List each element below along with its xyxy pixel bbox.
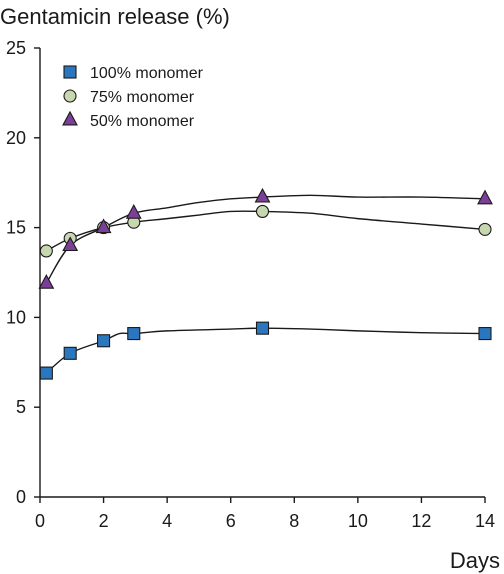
x-tick-label: 10 bbox=[348, 511, 368, 531]
legend-label-75-monomer: 75% monomer bbox=[90, 89, 195, 106]
chart-title: Gentamicin release (%) bbox=[0, 4, 230, 29]
data-point-100-monomer bbox=[478, 327, 492, 341]
y-tick-label: 10 bbox=[6, 307, 26, 327]
x-tick-label: 8 bbox=[289, 511, 299, 531]
y-tick-label: 15 bbox=[6, 218, 26, 238]
data-point-50-monomer bbox=[95, 218, 112, 234]
x-tick-label: 2 bbox=[99, 511, 109, 531]
data-point-50-monomer bbox=[125, 204, 142, 219]
data-point-50-monomer bbox=[62, 236, 79, 252]
y-tick-label: 25 bbox=[6, 38, 26, 58]
x-axis-label: Days bbox=[450, 548, 500, 573]
data-point-75-monomer bbox=[255, 204, 270, 218]
curves bbox=[45, 194, 486, 374]
legend-marker-75-monomer bbox=[63, 89, 77, 103]
data-point-100-monomer bbox=[255, 321, 270, 335]
data-point-100-monomer bbox=[97, 334, 111, 348]
legend-label-50-monomer: 50% monomer bbox=[90, 113, 195, 130]
y-tick-label: 0 bbox=[16, 487, 26, 507]
axes: 0 5 10 15 20 25 0 2 4 6 8 10 12 14 bbox=[6, 38, 495, 531]
data-point-100-monomer bbox=[127, 327, 141, 341]
data-point-50-monomer bbox=[254, 187, 271, 203]
x-tick-label: 4 bbox=[162, 511, 172, 531]
data-point-50-monomer bbox=[38, 274, 55, 289]
x-tick-label: 14 bbox=[475, 511, 495, 531]
data-point-100-monomer bbox=[39, 366, 53, 380]
data-points bbox=[38, 187, 493, 380]
data-point-100-monomer bbox=[63, 346, 77, 360]
data-point-50-monomer bbox=[477, 189, 493, 205]
y-tick-label: 5 bbox=[16, 397, 26, 417]
legend-label-100-monomer: 100% monomer bbox=[90, 65, 204, 82]
legend: 100% monomer 75% monomer 50% monomer bbox=[62, 65, 204, 130]
legend-marker-50-monomer bbox=[62, 110, 78, 126]
x-tick-label: 12 bbox=[411, 511, 431, 531]
data-point-75-monomer bbox=[39, 244, 53, 258]
y-tick-label: 20 bbox=[6, 128, 26, 148]
data-point-75-monomer bbox=[478, 222, 492, 236]
legend-marker-100-monomer bbox=[63, 65, 77, 79]
x-tick-label: 0 bbox=[35, 511, 45, 531]
x-tick-label: 6 bbox=[226, 511, 236, 531]
series-line-100-monomer bbox=[45, 327, 486, 374]
